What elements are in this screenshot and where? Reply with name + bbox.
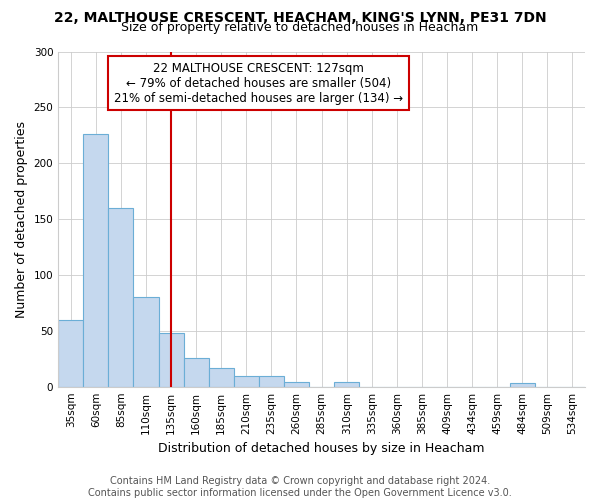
Bar — [109, 208, 133, 386]
Text: 22 MALTHOUSE CRESCENT: 127sqm
← 79% of detached houses are smaller (504)
21% of : 22 MALTHOUSE CRESCENT: 127sqm ← 79% of d… — [114, 62, 403, 104]
Text: 22, MALTHOUSE CRESCENT, HEACHAM, KING'S LYNN, PE31 7DN: 22, MALTHOUSE CRESCENT, HEACHAM, KING'S … — [53, 11, 547, 25]
Bar — [259, 376, 284, 386]
Bar — [284, 382, 309, 386]
Bar — [209, 368, 234, 386]
Text: Size of property relative to detached houses in Heacham: Size of property relative to detached ho… — [121, 21, 479, 34]
Bar — [83, 134, 109, 386]
Bar — [58, 320, 83, 386]
Bar — [184, 358, 209, 386]
Bar — [158, 333, 184, 386]
Bar — [510, 384, 535, 386]
Bar — [133, 298, 158, 386]
Bar — [334, 382, 359, 386]
X-axis label: Distribution of detached houses by size in Heacham: Distribution of detached houses by size … — [158, 442, 485, 455]
Text: Contains HM Land Registry data © Crown copyright and database right 2024.
Contai: Contains HM Land Registry data © Crown c… — [88, 476, 512, 498]
Bar — [234, 376, 259, 386]
Y-axis label: Number of detached properties: Number of detached properties — [15, 120, 28, 318]
